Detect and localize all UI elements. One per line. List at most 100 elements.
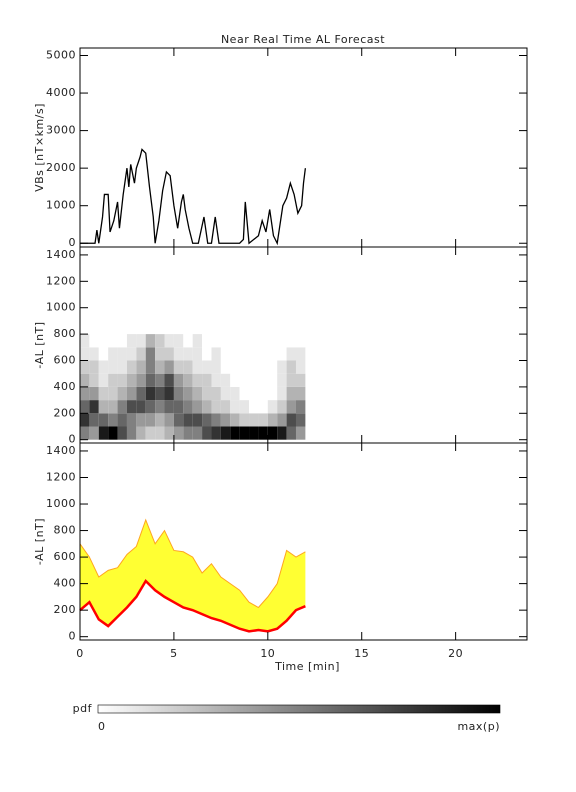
- heat-cell: [145, 386, 156, 401]
- heat-cell: [80, 347, 90, 361]
- heat-cell: [230, 426, 240, 440]
- heat-cell: [220, 360, 231, 374]
- x-tick-label: 15: [354, 647, 369, 660]
- heat-cell: [173, 334, 184, 348]
- heat-cell: [220, 413, 231, 427]
- heat-cell: [192, 400, 203, 414]
- y-tick-label: 600: [54, 550, 77, 563]
- heat-cell: [80, 334, 90, 348]
- heat-cell: [183, 400, 193, 414]
- x-tick-label: 20: [448, 647, 463, 660]
- heat-cell: [267, 413, 278, 427]
- heat-cell: [295, 400, 306, 414]
- heat-cell: [192, 413, 203, 427]
- y-tick-label: 200: [54, 603, 77, 616]
- heat-cell: [145, 360, 156, 374]
- heat-cell: [258, 373, 268, 387]
- heat-cell: [239, 360, 250, 374]
- heat-cell: [80, 426, 90, 440]
- heat-cell: [108, 334, 118, 348]
- heat-cell: [202, 386, 212, 401]
- heat-cell: [249, 334, 259, 348]
- heat-cell: [98, 334, 109, 348]
- y-tick-label: 400: [54, 380, 77, 393]
- heat-cell: [117, 334, 127, 348]
- y-tick-label: 5000: [46, 49, 76, 62]
- heat-cell: [267, 426, 278, 440]
- y-tick-label: 2000: [46, 161, 76, 174]
- heat-cell: [220, 373, 231, 387]
- heat-cell: [117, 347, 127, 361]
- y-tick-label: 1000: [46, 199, 76, 212]
- heat-cell: [286, 426, 296, 440]
- heat-cell: [295, 386, 306, 401]
- heat-cell: [211, 413, 221, 427]
- heat-cell: [249, 413, 259, 427]
- y-tick-label: 4000: [46, 86, 76, 99]
- heat-cell: [192, 347, 203, 361]
- heat-cell: [89, 347, 99, 361]
- heat-cell: [249, 360, 259, 374]
- heat-cell: [117, 360, 127, 374]
- heat-cell: [145, 413, 156, 427]
- y-tick-label: 3000: [46, 124, 76, 137]
- heat-cell: [164, 360, 174, 374]
- heat-cell: [295, 426, 306, 440]
- heat-cell: [98, 386, 109, 401]
- heat-cell: [145, 334, 156, 348]
- heat-cell: [183, 347, 193, 361]
- heat-cell: [202, 413, 212, 427]
- data-line: [80, 148, 307, 246]
- heat-cell: [211, 386, 221, 401]
- heat-cell: [80, 400, 90, 414]
- heat-cell: [108, 360, 118, 374]
- heat-cell: [286, 347, 296, 361]
- median-line: [79, 578, 306, 633]
- heat-cell: [220, 426, 231, 440]
- heat-cell: [230, 360, 240, 374]
- heat-cell: [249, 426, 259, 440]
- heat-cell: [192, 373, 203, 387]
- heat-cell: [98, 426, 109, 440]
- heat-cell: [80, 413, 90, 427]
- y-tick-label: 200: [54, 406, 77, 419]
- heat-cell: [295, 413, 306, 427]
- heat-cell: [249, 386, 259, 401]
- heat-cell: [249, 373, 259, 387]
- heat-cell: [89, 373, 99, 387]
- heat-cell: [183, 373, 193, 387]
- heat-cell: [117, 386, 127, 401]
- heat-cell: [173, 426, 184, 440]
- plot-frame: [79, 442, 528, 641]
- heat-cell: [117, 373, 127, 387]
- y-axis-label: -AL [nT]: [33, 321, 46, 368]
- heat-cell: [277, 413, 287, 427]
- heat-cell: [108, 386, 118, 401]
- heat-cell: [239, 373, 250, 387]
- heat-cell: [277, 373, 287, 387]
- heat-cell: [117, 413, 127, 427]
- heat-cell: [267, 400, 278, 414]
- heat-cell: [258, 426, 268, 440]
- heat-cell: [239, 426, 250, 440]
- y-tick-label: 1000: [46, 301, 76, 314]
- heat-cell: [258, 347, 268, 361]
- heat-cell: [295, 360, 306, 374]
- heat-cell: [155, 413, 165, 427]
- heat-cell: [145, 426, 156, 440]
- x-axis-label: Time [min]: [274, 660, 340, 673]
- heat-cell: [192, 386, 203, 401]
- heat-cell: [286, 334, 296, 348]
- heat-cell: [145, 373, 156, 387]
- heat-cell: [164, 373, 174, 387]
- heat-cell: [239, 334, 250, 348]
- x-tick-label: 5: [170, 647, 178, 660]
- heat-cell: [211, 360, 221, 374]
- heat-cell: [89, 413, 99, 427]
- heat-cell: [155, 360, 165, 374]
- heat-cell: [239, 413, 250, 427]
- plot-frame: [79, 47, 528, 248]
- heat-cell: [202, 373, 212, 387]
- heat-cell: [286, 373, 296, 387]
- heat-cell: [202, 334, 212, 348]
